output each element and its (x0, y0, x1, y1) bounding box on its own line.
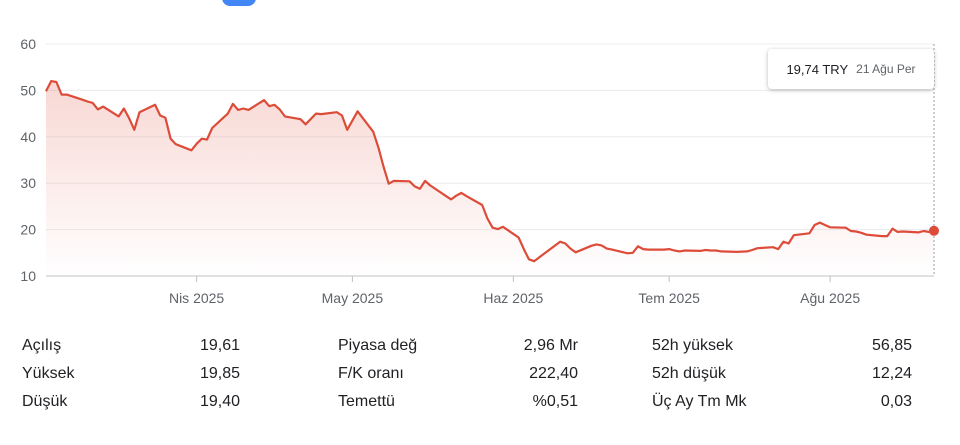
key-stats: Açılış 19,61 Yüksek 19,85 Düşük 19,40 Pi… (0, 332, 960, 442)
stat-label: Düşük (22, 393, 68, 410)
stat-high: Yüksek 19,85 (22, 360, 240, 388)
stat-label: Temettü (338, 393, 395, 410)
stat-value: 19,40 (199, 393, 240, 410)
stat-3m-avg-volume: Üç Ay Tm Mk 0,03 (652, 388, 912, 416)
top-tab-indicator (222, 0, 256, 6)
tooltip-price: 19,74 TRY (786, 61, 849, 77)
stat-label: Piyasa değ (338, 337, 418, 354)
stat-dividend: Temettü %0,51 (338, 388, 578, 416)
x-tick-label: May 2025 (322, 290, 384, 306)
stat-value: 19,61 (199, 337, 240, 354)
stat-value: 222,40 (529, 365, 578, 382)
stat-52w-low: 52h düşük 12,24 (652, 360, 912, 388)
stat-value: 2,96 Mr (523, 337, 578, 354)
y-tick-label: 30 (20, 175, 36, 191)
price-tooltip: 19,74 TRY 21 Ağu Per (768, 49, 934, 89)
price-chart[interactable]: 60 50 40 30 20 10 Nis 2025 May 2025 Haz 2025 Tem… (0, 0, 960, 320)
price-chart-svg[interactable]: 60 50 40 30 20 10 Nis 2025 May 2025 Haz 2025 Tem… (0, 0, 960, 320)
x-axis-ticks: Nis 2025 May 2025 Haz 2025 Tem 2025 Ağu 2025 (169, 276, 860, 306)
y-tick-label: 50 (20, 82, 36, 98)
stat-52w-high: 52h yüksek 56,85 (652, 332, 912, 360)
stat-market-cap: Piyasa değ 2,96 Mr (338, 332, 578, 360)
stats-column-1: Açılış 19,61 Yüksek 19,85 Düşük 19,40 (22, 332, 240, 416)
stat-label: Üç Ay Tm Mk (652, 393, 747, 410)
stat-label: Yüksek (22, 365, 75, 382)
stat-open: Açılış 19,61 (22, 332, 240, 360)
hover-point (929, 225, 939, 236)
stat-value: 56,85 (871, 337, 912, 354)
x-tick-label: Ağu 2025 (800, 290, 860, 306)
stat-label: 52h yüksek (652, 337, 733, 354)
x-tick-label: Haz 2025 (483, 290, 543, 306)
price-area-fill (46, 81, 934, 276)
stat-low: Düşük 19,40 (22, 388, 240, 416)
y-axis-ticks: 60 50 40 30 20 10 (20, 36, 36, 284)
stat-value: 19,85 (199, 365, 240, 382)
stat-label: Açılış (22, 337, 62, 354)
stat-pe-ratio: F/K oranı 222,40 (338, 360, 578, 388)
tooltip-date: 21 Ağu Per (856, 62, 916, 76)
stat-value: 0,03 (880, 393, 912, 410)
stat-value: 12,24 (871, 365, 912, 382)
stats-column-3: 52h yüksek 56,85 52h düşük 12,24 Üç Ay T… (652, 332, 912, 416)
y-tick-label: 20 (20, 222, 36, 238)
stat-value: %0,51 (532, 393, 578, 410)
x-tick-label: Nis 2025 (169, 290, 224, 306)
stats-column-2: Piyasa değ 2,96 Mr F/K oranı 222,40 Teme… (338, 332, 578, 416)
y-tick-label: 60 (20, 36, 36, 52)
y-tick-label: 10 (20, 268, 36, 284)
price-line (45, 80, 935, 263)
y-tick-label: 40 (20, 129, 36, 145)
stat-label: 52h düşük (652, 365, 726, 382)
x-tick-label: Tem 2025 (638, 290, 700, 306)
stat-label: F/K oranı (338, 365, 404, 382)
